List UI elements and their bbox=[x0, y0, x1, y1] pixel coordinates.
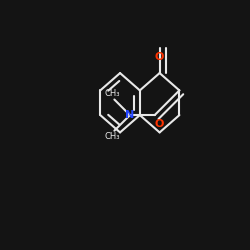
Text: O: O bbox=[155, 52, 164, 62]
Text: CH₃: CH₃ bbox=[104, 132, 120, 141]
Text: N: N bbox=[125, 110, 134, 120]
Text: O: O bbox=[155, 119, 164, 129]
Text: CH₃: CH₃ bbox=[104, 89, 120, 98]
